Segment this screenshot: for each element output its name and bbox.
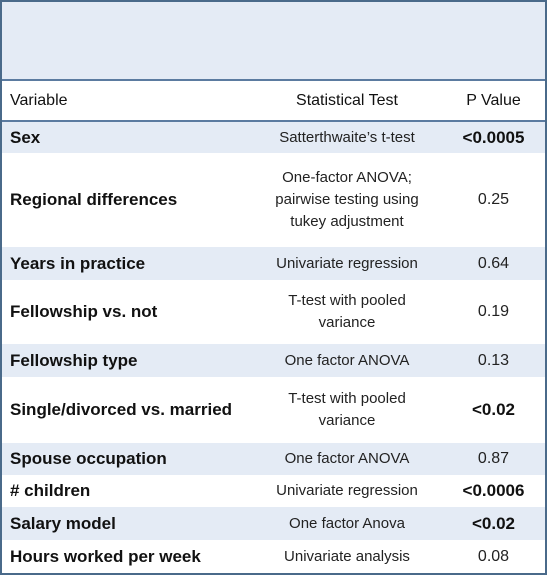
cell-statistical-test: One factor Anova — [252, 507, 442, 540]
test-line: T-test with pooled — [288, 390, 406, 407]
title-band — [2, 2, 545, 81]
cell-p-value: 0.13 — [477, 351, 510, 369]
cell-p-value: 0.87 — [477, 450, 510, 467]
test-line: Univariate regression — [276, 254, 418, 272]
cell-variable: Regional differences — [10, 190, 178, 209]
cell-variable: Sex — [10, 127, 41, 147]
cell-statistical-test: Satterthwaite’s t-test — [252, 121, 442, 153]
test-line: One factor ANOVA — [284, 450, 410, 467]
table-body: Sex Satterthwaite’s t-test <0.0005 Regional… — [2, 121, 545, 573]
cell-statistical-test: One factor ANOVA — [252, 443, 442, 475]
cell-statistical-test: One factor ANOVA — [252, 344, 442, 377]
header-p-value: P Value — [466, 91, 521, 109]
cell-statistical-test: Univariate regression — [252, 475, 442, 507]
cell-variable: Salary model — [10, 513, 116, 533]
cell-variable: Fellowship type — [10, 350, 138, 370]
test-line: Satterthwaite’s t-test — [279, 128, 415, 146]
cell-statistical-test: Univariate regression — [252, 247, 442, 280]
test-line: tukey adjustment — [290, 213, 404, 230]
table-row: Spouse occupation One factor ANOVA 0.87 — [2, 443, 545, 475]
table-row: Regional differences One-factor ANOVA; pai… — [2, 153, 545, 247]
cell-p-value: <0.0006 — [462, 481, 525, 500]
test-line: variance — [318, 412, 376, 429]
cell-statistical-test: Univariate analysis — [252, 540, 442, 573]
cell-p-value: <0.02 — [471, 400, 515, 419]
cell-variable: Spouse occupation — [10, 449, 167, 468]
cell-variable: Fellowship vs. not — [10, 302, 158, 321]
statistics-table: Variable Statistical Test P Value Sex Sat… — [2, 81, 545, 573]
cell-p-value: 0.08 — [477, 547, 510, 565]
table-row: Single/divorced vs. married T-test with p… — [2, 377, 545, 443]
table-header-row: Variable Statistical Test P Value — [2, 81, 545, 121]
cell-p-value: <0.02 — [471, 513, 515, 533]
table-row: Hours worked per week Univariate analysis… — [2, 540, 545, 573]
test-line: variance — [318, 314, 376, 331]
cell-variable: # children — [10, 481, 91, 500]
cell-p-value: 0.25 — [477, 191, 510, 208]
test-line: One-factor ANOVA; — [282, 169, 412, 186]
table-row: Years in practice Univariate regression 0.… — [2, 247, 545, 280]
cell-p-value: 0.19 — [477, 303, 510, 320]
cell-variable: Single/divorced vs. married — [10, 400, 233, 419]
table-row: Sex Satterthwaite’s t-test <0.0005 — [2, 121, 545, 153]
header-variable: Variable — [10, 91, 68, 109]
header-statistical-test: Statistical Test — [296, 91, 398, 109]
test-line: T-test with pooled — [288, 292, 406, 309]
test-line: pairwise testing using — [275, 191, 419, 208]
test-line: One factor ANOVA — [284, 351, 410, 369]
cell-p-value: 0.64 — [477, 254, 510, 272]
cell-statistical-test: One-factor ANOVA; pairwise testing using t… — [252, 153, 442, 247]
table-row: Fellowship type One factor ANOVA 0.13 — [2, 344, 545, 377]
cell-statistical-test: T-test with pooled variance — [252, 377, 442, 443]
table-row: Salary model One factor Anova <0.02 — [2, 507, 545, 540]
cell-p-value: <0.0005 — [462, 127, 525, 147]
table-row: Fellowship vs. not T-test with pooled vari… — [2, 280, 545, 344]
cell-variable: Hours worked per week — [10, 546, 201, 566]
cell-statistical-test: T-test with pooled variance — [252, 280, 442, 344]
test-line: Univariate analysis — [284, 547, 410, 565]
table-row: # children Univariate regression <0.0006 — [2, 475, 545, 507]
test-line: Univariate regression — [276, 482, 418, 499]
test-line: One factor Anova — [289, 514, 405, 532]
cell-variable: Years in practice — [10, 253, 146, 273]
